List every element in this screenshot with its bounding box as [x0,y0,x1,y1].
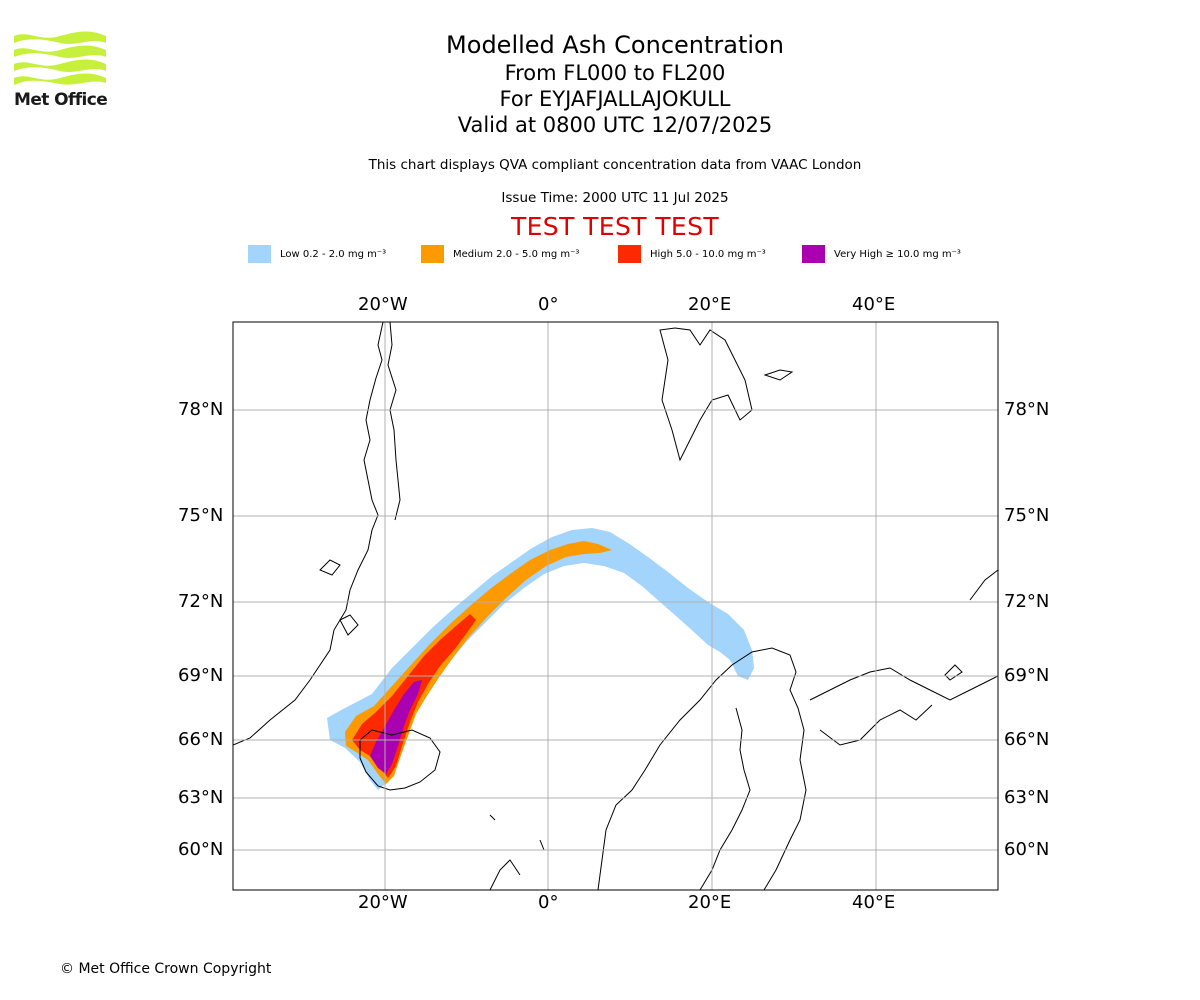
legend-label-medium: Medium 2.0 - 5.0 mg m⁻³ [453,248,580,260]
ash-medium-region [345,541,612,784]
met-office-logo: Met Office [14,30,114,112]
lat-tick-left: 60°N [178,839,224,860]
lat-tick-right: 72°N [1004,591,1050,612]
logo-wordmark: Met Office [14,90,108,110]
lat-tick-right: 69°N [1004,665,1050,686]
chart-title: Modelled Ash Concentration [446,31,784,59]
chart-subtitle: This chart displays QVA compliant concen… [368,157,862,173]
lon-tick-top: 0° [538,294,559,315]
lat-tick-right: 75°N [1004,505,1050,526]
legend-swatch-low [248,245,271,263]
legend-label-high: High 5.0 - 10.0 mg m⁻³ [650,248,766,260]
lat-tick-left: 78°N [178,399,224,420]
lat-tick-left: 75°N [178,505,224,526]
lon-tick-top: 20°E [688,294,732,315]
lat-tick-right: 60°N [1004,839,1050,860]
issue-time: Issue Time: 2000 UTC 11 Jul 2025 [501,190,729,206]
lat-tick-left: 66°N [178,729,224,750]
copyright-notice: © Met Office Crown Copyright [60,961,272,977]
legend-item-low: Low 0.2 - 2.0 mg m⁻³ [248,244,386,264]
lat-tick-left: 72°N [178,591,224,612]
lon-tick-top: 20°W [358,294,408,315]
legend-swatch-medium [421,245,444,263]
lat-tick-left: 63°N [178,787,224,808]
lon-tick-bottom: 0° [538,892,559,913]
lat-tick-right: 66°N [1004,729,1050,750]
test-banner: TEST TEST TEST [510,212,720,241]
lat-tick-right: 63°N [1004,787,1050,808]
legend-label-very-high: Very High ≥ 10.0 mg m⁻³ [834,248,961,260]
legend-swatch-high [618,245,641,263]
chart-title-block: Modelled Ash Concentration From FL000 to… [315,30,915,138]
lat-tick-right: 78°N [1004,399,1050,420]
map-frame [232,321,999,891]
lat-tick-left: 69°N [178,665,224,686]
lon-tick-bottom: 20°W [358,892,408,913]
ash-very-high-region [370,680,422,774]
logo-waves-icon [14,31,106,85]
legend-label-low: Low 0.2 - 2.0 mg m⁻³ [280,248,387,260]
flight-levels: From FL000 to FL200 [504,61,726,85]
volcano-name: For EYJAFJALLAJOKULL [499,87,731,111]
lon-tick-bottom: 20°E [688,892,732,913]
lon-tick-bottom: 40°E [852,892,896,913]
legend-swatch-very-high [802,245,825,263]
valid-time: Valid at 0800 UTC 12/07/2025 [457,113,773,137]
legend-item-medium: Medium 2.0 - 5.0 mg m⁻³ [421,244,579,264]
legend-item-high: High 5.0 - 10.0 mg m⁻³ [618,244,766,264]
ash-low-region [327,528,754,790]
gridlines [233,322,998,890]
coastlines [233,322,998,890]
lon-tick-top: 40°E [852,294,896,315]
legend-item-very-high: Very High ≥ 10.0 mg m⁻³ [802,244,961,264]
